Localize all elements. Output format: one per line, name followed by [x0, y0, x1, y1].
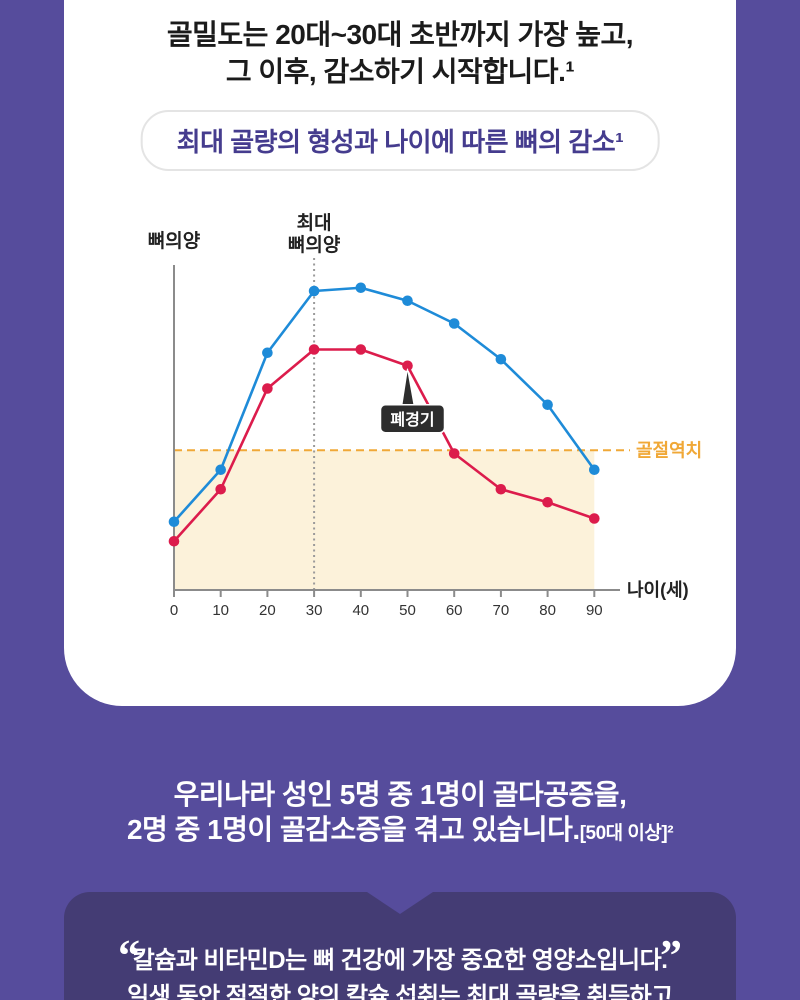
- series-point-red: [168, 535, 180, 547]
- series-point-blue: [215, 464, 226, 476]
- fracture-threshold-label: 골절역치: [636, 440, 702, 460]
- menopause-tooltip-label: 폐경기: [390, 410, 434, 429]
- quote-card-notch: [367, 892, 433, 914]
- series-point-red: [448, 448, 460, 459]
- intro-line-2: 그 이후, 감소하기 시작합니다.¹: [225, 56, 575, 87]
- series-point-blue: [262, 347, 273, 359]
- intro-text: 골밀도는 20대~30대 초반까지 가장 높고, 그 이후, 감소하기 시작합니…: [64, 16, 736, 90]
- x-tick-label: 60: [446, 602, 463, 619]
- stats-line-2: 2명 중 1명이 골감소증을 겪고 있습니다.[50대 이상]²: [0, 812, 800, 851]
- x-axis-label: 나이(세): [627, 580, 689, 600]
- series-point-red: [542, 496, 553, 508]
- chart-title-badge: 최대 골량의 형성과 나이에 따른 뼈의 감소¹: [140, 110, 660, 171]
- series-point-red: [262, 383, 273, 394]
- series-point-blue: [495, 353, 507, 365]
- x-tick-label: 10: [212, 602, 229, 619]
- series-point-blue: [589, 464, 600, 476]
- x-tick-label: 80: [539, 602, 556, 619]
- y-axis-label: 뼈의양: [148, 230, 201, 252]
- series-point-red: [355, 344, 367, 355]
- series-point-red: [308, 344, 320, 355]
- series-point-red: [589, 513, 600, 524]
- chart-title: 최대 골량의 형성과 나이에 따른 뼈의 감소¹: [176, 127, 624, 157]
- series-point-blue: [168, 516, 180, 528]
- x-tick-label: 90: [586, 602, 603, 619]
- series-point-blue: [355, 282, 367, 294]
- fracture-risk-shaded-region: [174, 450, 595, 590]
- series-point-blue: [308, 285, 320, 297]
- stats-line-2-suffix: [50대 이상]²: [579, 823, 674, 844]
- quote-card: “ ” 칼슘과 비타민D는 뼈 건강에 가장 중요한 영양소입니다. 일생 동안…: [64, 892, 736, 1000]
- series-point-red: [215, 483, 226, 495]
- series-line-red: [173, 348, 595, 543]
- stats-text: 우리나라 성인 5명 중 1명이 골다공증을, 2명 중 1명이 골감소증을 겪…: [0, 777, 800, 851]
- x-tick-label: 0: [170, 602, 178, 619]
- stats-line-1: 우리나라 성인 5명 중 1명이 골다공증을,: [173, 779, 627, 810]
- series-point-blue: [448, 318, 460, 329]
- series-point-blue: [402, 295, 413, 307]
- x-tick-label: 40: [352, 602, 369, 619]
- peak-bone-mass-label: 최대: [297, 212, 332, 234]
- close-quote-icon: ”: [660, 931, 682, 980]
- series-point-red: [402, 360, 413, 372]
- stats-line-2-main: 2명 중 1명이 골감소증을 겪고 있습니다.: [126, 814, 580, 845]
- quote-line-1: 칼슘과 비타민D는 뼈 건강에 가장 중요한 영양소입니다.: [132, 947, 668, 974]
- x-tick-label: 30: [306, 602, 323, 619]
- x-tick-label: 70: [493, 602, 510, 619]
- intro-line-1: 골밀도는 20대~30대 초반까지 가장 높고,: [166, 19, 634, 50]
- menopause-tooltip-box: [379, 404, 446, 434]
- peak-bone-mass-label: 뼈의양: [288, 234, 341, 256]
- open-quote-icon: “: [118, 931, 140, 980]
- series-point-blue: [542, 399, 553, 411]
- x-tick-label: 50: [399, 602, 416, 619]
- chart-card: 골밀도는 20대~30대 초반까지 가장 높고, 그 이후, 감소하기 시작합니…: [64, 0, 736, 706]
- series-line-blue: [173, 286, 596, 523]
- quote-line-2: 일생 동안 적절한 양의 칼슘 섭취는 최대 골량을 취득하고: [127, 983, 673, 1000]
- x-tick-label: 20: [259, 602, 276, 619]
- series-point-red: [495, 483, 507, 495]
